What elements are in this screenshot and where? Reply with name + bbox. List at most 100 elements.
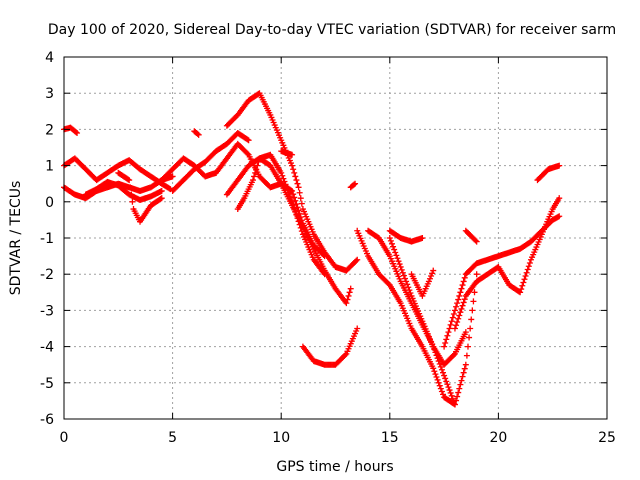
data-point	[426, 275, 433, 282]
data-point	[463, 352, 470, 359]
data-points	[61, 90, 563, 408]
data-point	[519, 282, 526, 289]
data-point	[449, 314, 456, 321]
data-point	[448, 392, 455, 399]
series-track-5	[115, 169, 165, 225]
data-point	[347, 285, 354, 292]
data-point	[390, 243, 397, 250]
chart-title: Day 100 of 2020, Sidereal Day-to-day VTE…	[48, 22, 616, 38]
data-point	[249, 177, 256, 184]
data-point	[443, 378, 450, 385]
series-track-16	[354, 227, 480, 408]
data-point	[404, 281, 411, 288]
data-point	[458, 305, 465, 312]
x-tick-label: 10	[272, 430, 290, 446]
data-point	[457, 309, 464, 316]
data-point	[443, 336, 450, 343]
data-point	[291, 205, 298, 212]
data-point	[467, 325, 474, 332]
data-point	[397, 263, 404, 270]
data-point	[244, 136, 251, 143]
x-axis-label: GPS time / hours	[276, 459, 393, 475]
data-point	[419, 235, 426, 241]
data-point	[126, 177, 133, 184]
data-point	[345, 292, 352, 299]
data-point	[298, 228, 305, 235]
data-point	[286, 193, 293, 200]
data-point	[400, 272, 407, 279]
data-point	[462, 329, 469, 336]
data-point	[289, 162, 296, 169]
data-point	[524, 266, 531, 273]
data-point	[444, 381, 451, 388]
data-point	[166, 185, 173, 192]
data-point	[556, 162, 563, 169]
series-track-18	[386, 235, 469, 368]
data-point	[157, 195, 164, 202]
data-point	[456, 312, 463, 319]
data-point	[125, 176, 132, 183]
data-point	[453, 303, 460, 310]
data-point	[244, 150, 251, 157]
series-track-6	[158, 155, 220, 184]
data-point	[387, 237, 394, 244]
data-point	[432, 371, 439, 378]
data-point	[442, 339, 449, 346]
data-point	[460, 278, 467, 285]
data-point	[407, 290, 414, 297]
data-point	[438, 388, 445, 395]
data-point	[158, 187, 165, 194]
data-point	[444, 332, 451, 339]
x-tick-label: 25	[598, 430, 616, 446]
data-point	[470, 298, 477, 305]
data-point	[447, 321, 454, 328]
x-tick-label: 20	[489, 430, 507, 446]
data-point	[459, 302, 466, 309]
data-point	[455, 315, 462, 322]
y-tick-label: 4	[45, 50, 54, 66]
data-point	[518, 286, 525, 293]
data-point	[354, 256, 361, 263]
data-point	[128, 191, 135, 198]
data-point	[454, 318, 461, 325]
data-point	[406, 287, 413, 294]
data-point	[350, 181, 357, 188]
data-point	[449, 395, 456, 402]
data-point	[395, 258, 402, 265]
data-point	[450, 311, 457, 318]
data-point	[430, 365, 437, 372]
data-point	[442, 375, 449, 382]
data-point	[289, 198, 296, 205]
data-point	[342, 351, 349, 358]
data-point	[445, 329, 452, 336]
data-point	[466, 334, 473, 341]
data-point	[289, 187, 296, 194]
series-track-19	[386, 227, 426, 245]
series-track-22	[451, 195, 563, 332]
data-point	[441, 372, 448, 379]
data-point	[437, 385, 444, 392]
data-point	[291, 169, 298, 176]
data-point	[294, 204, 301, 211]
data-point	[280, 175, 287, 182]
x-tick-label: 5	[168, 430, 177, 446]
y-tick-label: 0	[45, 195, 54, 211]
data-point	[388, 240, 395, 247]
series-track-21	[441, 213, 563, 350]
y-tick-label: 1	[45, 159, 54, 175]
data-point	[458, 377, 465, 384]
data-point	[433, 374, 440, 381]
data-point	[458, 285, 465, 292]
data-point	[72, 129, 79, 136]
series-track-11	[234, 151, 328, 278]
data-point	[255, 158, 262, 165]
y-tick-label: 2	[45, 122, 54, 138]
data-point	[451, 325, 458, 332]
data-point	[195, 131, 202, 138]
data-point	[461, 274, 468, 281]
data-point	[392, 249, 399, 256]
data-point	[386, 235, 393, 241]
data-point	[523, 269, 530, 276]
data-point	[251, 173, 258, 180]
data-point	[391, 246, 398, 253]
